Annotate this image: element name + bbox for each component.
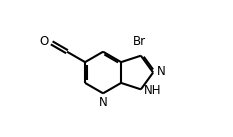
Text: N: N: [99, 96, 107, 109]
Text: NH: NH: [144, 84, 162, 97]
Text: Br: Br: [133, 35, 146, 48]
Text: N: N: [157, 65, 165, 78]
Text: O: O: [40, 35, 49, 48]
